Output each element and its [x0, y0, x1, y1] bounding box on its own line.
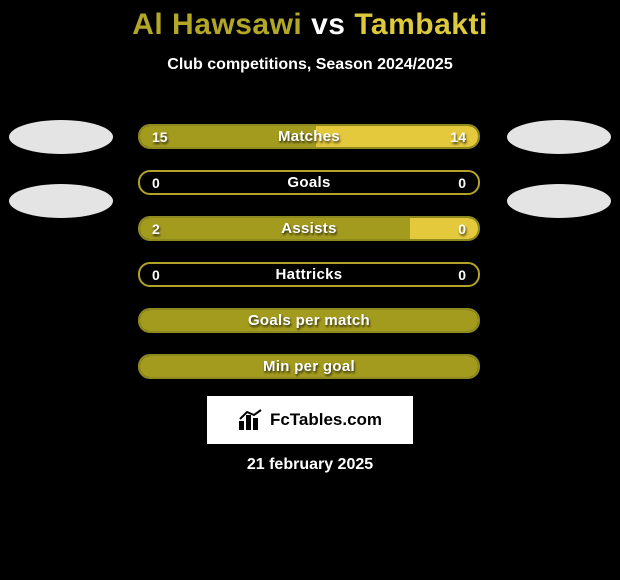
player2-photo-placeholder	[507, 184, 611, 218]
stat-bars: Matches1514Goals00Assists20Hattricks00Go…	[138, 124, 480, 379]
stat-bar-p2-value: 14	[438, 126, 478, 147]
stat-bar-p2-value: 0	[446, 218, 478, 239]
title: Al Hawsawi vs Tambakti	[0, 0, 620, 42]
comparison-card: Al Hawsawi vs Tambakti Club competitions…	[0, 0, 620, 580]
stat-bar: Hattricks0 0	[138, 262, 480, 287]
stat-bar: Assists2 0	[138, 216, 480, 241]
stat-bar: Matches15 14	[138, 124, 480, 149]
stat-bar-label: Goals	[140, 172, 478, 193]
player1-photo-placeholder	[9, 184, 113, 218]
stat-bar-label: Min per goal	[140, 356, 478, 377]
stat-bar-label: Matches	[140, 126, 478, 147]
subtitle: Club competitions, Season 2024/2025	[0, 56, 620, 74]
stat-bar: Goals0 0	[138, 170, 480, 195]
player1-photo-placeholder	[9, 120, 113, 154]
stat-bar-p2-value: 0	[446, 172, 478, 193]
stat-bar-p1-value: 15	[140, 126, 180, 147]
stat-bar-p1-value: 2	[140, 218, 172, 239]
logo-badge: FcTables.com	[207, 396, 413, 444]
stat-bar-label: Assists	[140, 218, 478, 239]
stat-bar-p2-value: 0	[446, 264, 478, 285]
stat-bar: Goals per match	[138, 308, 480, 333]
player1-name: Al Hawsawi	[132, 8, 302, 41]
player2-photo-placeholder	[507, 120, 611, 154]
stat-bar-p1-value: 0	[140, 172, 172, 193]
stat-bar: Min per goal	[138, 354, 480, 379]
logo-text: FcTables.com	[270, 410, 382, 430]
stat-bar-p1-value: 0	[140, 264, 172, 285]
date: 21 february 2025	[0, 456, 620, 474]
stat-bar-label: Hattricks	[140, 264, 478, 285]
player2-photo-column	[504, 120, 614, 218]
stat-bar-label: Goals per match	[140, 310, 478, 331]
player1-photo-column	[6, 120, 116, 218]
chart-icon	[238, 409, 264, 431]
title-vs: vs	[311, 8, 345, 41]
player2-name: Tambakti	[354, 8, 487, 41]
